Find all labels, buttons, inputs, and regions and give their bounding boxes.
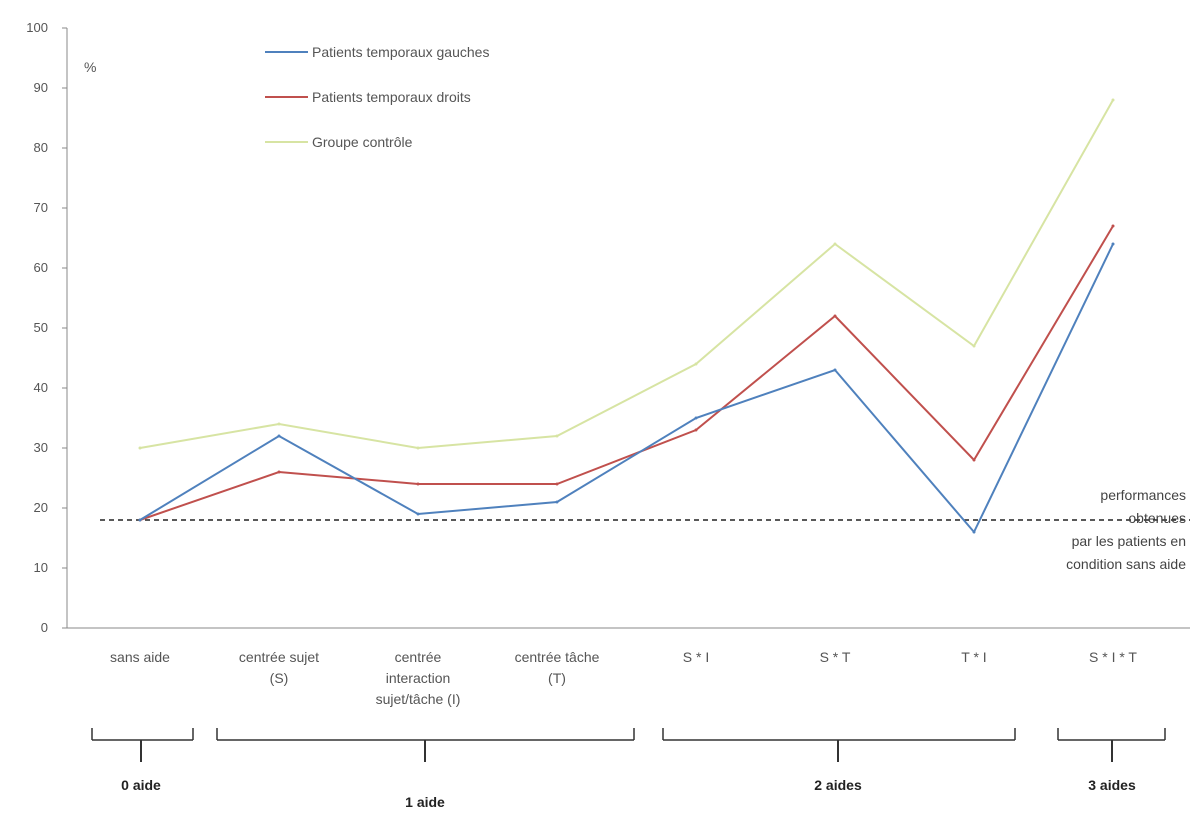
y-tick-label: 20 [34, 500, 48, 515]
x-category-label: centrée sujet (S) [239, 649, 319, 686]
x-category-label: S * I * T [1089, 649, 1137, 665]
y-tick-label: 90 [34, 80, 48, 95]
legend-label: Groupe contrôle [312, 134, 413, 150]
series-point [138, 518, 142, 522]
series-point [277, 434, 281, 438]
x-category-label: S * I [683, 649, 709, 665]
series-point [555, 500, 559, 504]
x-category-label-line: S * I * T [1089, 649, 1137, 665]
aide-groups: 0 aide 1 aide 2 aides 3 aides [91, 728, 1166, 810]
y-tick-label: 40 [34, 380, 48, 395]
legend-label: Patients temporaux gauches [312, 44, 489, 60]
y-tick-label: 80 [34, 140, 48, 155]
y-tick-label: 50 [34, 320, 48, 335]
legend: Patients temporaux gauches Patients tempo… [265, 44, 489, 150]
series-point [694, 428, 698, 432]
x-category-label: sans aide [110, 649, 170, 665]
y-tick-label: 10 [34, 560, 48, 575]
reference-line-label-line: performances [1100, 487, 1186, 503]
reference-line-label-line: obtenues [1128, 510, 1186, 526]
series-point [694, 362, 698, 366]
x-category-label-line: sujet/tâche (I) [376, 691, 461, 707]
group-label: 0 aide [121, 777, 161, 793]
series-point [555, 482, 559, 486]
series-point [416, 446, 420, 450]
reference-line-label-line: par les patients en [1072, 533, 1186, 549]
y-tick-label: 100 [26, 20, 48, 35]
series-point [1111, 224, 1115, 228]
series-point [277, 422, 281, 426]
series-point [138, 446, 142, 450]
series-line [139, 225, 1114, 521]
legend-label: Patients temporaux droits [312, 89, 471, 105]
y-tick-label: 30 [34, 440, 48, 455]
series-point [972, 344, 976, 348]
x-category-label-line: (T) [548, 670, 566, 686]
x-category-label: centrée interaction sujet/tâche (I) [376, 649, 461, 707]
series-point [833, 314, 837, 318]
x-category-label-line: interaction [386, 670, 451, 686]
x-category-label-line: centrée tâche [515, 649, 600, 665]
x-category-label: centrée tâche (T) [515, 649, 600, 686]
x-category-label-line: T * I [961, 649, 986, 665]
series-point [833, 368, 837, 372]
reference-line-label: performances obtenues par les patients en c… [1066, 487, 1186, 572]
series-line [139, 243, 1114, 534]
y-ticks: 0 10 20 30 40 50 60 70 80 90 100 [26, 20, 67, 635]
series-point [694, 416, 698, 420]
x-category-label: S * T [820, 649, 851, 665]
series-point [833, 242, 837, 246]
series-lines [138, 98, 1115, 534]
series-point [1111, 242, 1115, 246]
group-label: 2 aides [814, 777, 862, 793]
series-point [277, 470, 281, 474]
series-point [972, 530, 976, 534]
x-category-label-line: centrée [395, 649, 442, 665]
reference-line: performances obtenues par les patients en c… [100, 487, 1190, 572]
x-category-label-line: (S) [270, 670, 289, 686]
series-point [416, 482, 420, 486]
x-category-label: T * I [961, 649, 986, 665]
series-point [1111, 98, 1115, 102]
group-label: 1 aide [405, 794, 445, 810]
group-label: 3 aides [1088, 777, 1136, 793]
reference-line-label-line: condition sans aide [1066, 556, 1186, 572]
x-category-labels: sans aide centrée sujet (S) centrée interact… [110, 649, 1137, 707]
y-tick-label: 60 [34, 260, 48, 275]
x-category-label-line: S * I [683, 649, 709, 665]
x-category-label-line: S * T [820, 649, 851, 665]
y-tick-label: 0 [41, 620, 48, 635]
series-point [972, 458, 976, 462]
x-category-label-line: sans aide [110, 649, 170, 665]
series-point [416, 512, 420, 516]
y-tick-label: 70 [34, 200, 48, 215]
series-point [555, 434, 559, 438]
series-line [139, 99, 1114, 450]
x-category-label-line: centrée sujet [239, 649, 319, 665]
y-unit-label: % [84, 59, 96, 75]
